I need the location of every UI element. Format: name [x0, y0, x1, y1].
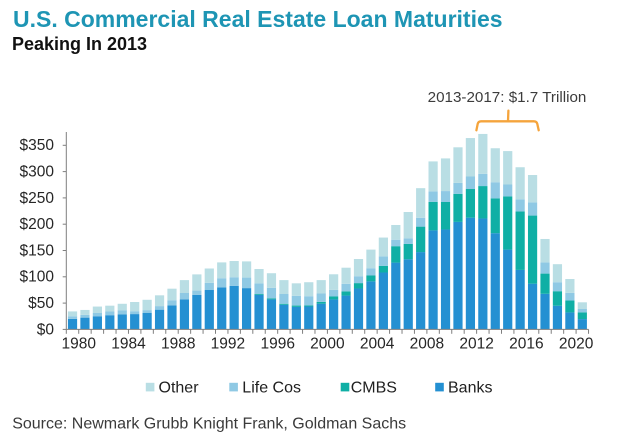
svg-text:$0: $0: [37, 321, 55, 338]
svg-text:$50: $50: [28, 295, 54, 312]
svg-text:$350: $350: [20, 137, 55, 154]
svg-text:2016: 2016: [509, 335, 543, 352]
svg-text:CMBS: CMBS: [351, 380, 397, 397]
svg-text:2000: 2000: [310, 335, 345, 352]
svg-text:1980: 1980: [61, 335, 96, 352]
svg-text:$300: $300: [20, 164, 55, 181]
svg-text:$200: $200: [20, 216, 55, 233]
svg-text:1996: 1996: [260, 335, 294, 352]
svg-text:1984: 1984: [111, 335, 146, 352]
svg-text:Life Cos: Life Cos: [242, 380, 301, 397]
svg-text:$250: $250: [20, 190, 55, 207]
svg-text:2020: 2020: [559, 335, 594, 352]
svg-text:Source: Newmark Grubb Knight F: Source: Newmark Grubb Knight Frank, Gold…: [12, 416, 406, 433]
svg-text:2012: 2012: [459, 335, 493, 352]
svg-text:Other: Other: [159, 380, 200, 397]
svg-text:$100: $100: [20, 269, 55, 286]
svg-text:2013-2017: $1.7 Trillion: 2013-2017: $1.7 Trillion: [428, 89, 587, 106]
svg-text:1988: 1988: [161, 335, 195, 352]
svg-text:$150: $150: [20, 242, 55, 259]
svg-text:Banks: Banks: [448, 380, 492, 397]
svg-text:2008: 2008: [410, 335, 444, 352]
svg-text:2004: 2004: [360, 335, 395, 352]
svg-text:1992: 1992: [211, 335, 245, 352]
